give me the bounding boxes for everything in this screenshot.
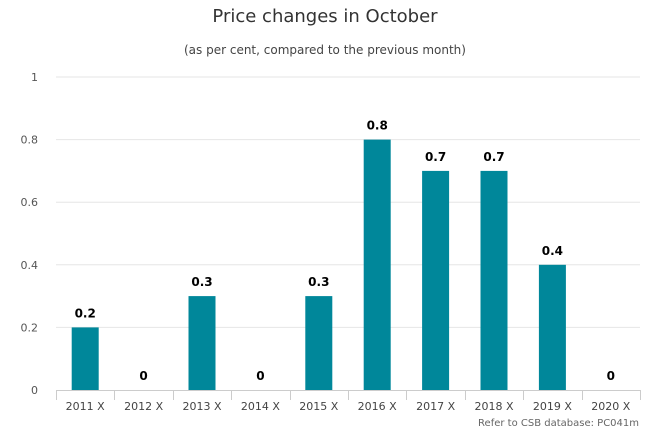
bar[interactable] (363, 139, 391, 390)
bar[interactable] (480, 170, 508, 390)
x-tick-label: 2015 X (299, 400, 338, 413)
x-axis: 2011 X 2012 X 2013 X 2014 X 2015 X 2016 X 2017… (56, 390, 641, 413)
x-tick-label: 2011 X (66, 400, 105, 413)
y-axis-labels: 0 0.2 0.4 0.6 0.8 1 (21, 71, 39, 397)
x-tick-label: 2016 X (358, 400, 397, 413)
x-tick-label: 2018 X (474, 400, 513, 413)
bar[interactable] (188, 296, 216, 390)
bar[interactable] (538, 264, 566, 390)
data-label: 0.3 (308, 275, 329, 289)
bar[interactable] (422, 170, 450, 390)
x-tick-label: 2020 X (591, 400, 630, 413)
source-credit[interactable]: Refer to CSB database: PC041m (478, 418, 639, 429)
y-tick-label: 0.6 (21, 196, 39, 209)
bar[interactable] (305, 296, 333, 390)
data-label: 0 (607, 369, 615, 383)
y-tick-label: 0.4 (21, 259, 39, 272)
data-label: 0 (256, 369, 264, 383)
x-tick-label: 2014 X (241, 400, 280, 413)
data-label: 0.8 (367, 119, 388, 133)
data-labels: 0.2 0 0.3 0 0.3 0.8 0.7 0.7 0.4 0 (75, 119, 615, 383)
x-tick-label: 2017 X (416, 400, 455, 413)
x-tick-label: 2019 X (533, 400, 572, 413)
y-tick-label: 0.8 (21, 134, 39, 147)
y-tick-label: 0.2 (21, 321, 39, 334)
data-label: 0.7 (483, 150, 504, 164)
bar[interactable] (71, 327, 99, 390)
chart-subtitle: (as per cent, compared to the previous m… (184, 43, 466, 57)
data-label: 0.3 (191, 275, 212, 289)
data-label: 0.2 (75, 306, 96, 320)
data-label: 0.4 (542, 244, 563, 258)
x-tick-label: 2013 X (182, 400, 221, 413)
chart-title: Price changes in October (212, 6, 438, 27)
data-label: 0.7 (425, 150, 446, 164)
y-tick-label: 0 (31, 384, 38, 397)
bars (71, 139, 566, 390)
x-tick-label: 2012 X (124, 400, 163, 413)
data-label: 0 (139, 369, 147, 383)
y-tick-label: 1 (31, 71, 38, 84)
